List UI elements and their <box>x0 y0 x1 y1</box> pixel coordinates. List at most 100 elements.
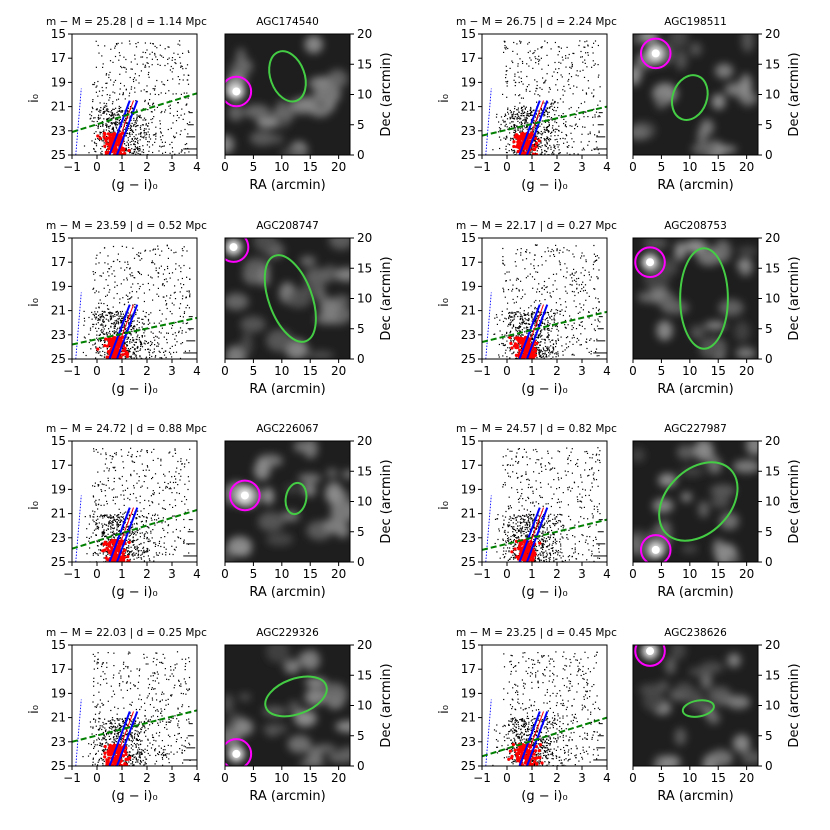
star-point <box>89 516 91 518</box>
star-point <box>94 501 96 503</box>
star-point <box>109 345 111 347</box>
star-point <box>516 152 518 154</box>
star-point <box>123 494 125 496</box>
star-point <box>530 106 532 109</box>
star-point <box>593 95 595 97</box>
star-point <box>97 319 99 321</box>
star-point <box>89 547 91 549</box>
star-point <box>591 323 593 325</box>
star-point <box>551 351 553 353</box>
star-point <box>564 90 566 92</box>
star-point <box>98 114 100 116</box>
star-point <box>506 340 508 342</box>
star-point <box>113 496 115 498</box>
star-point <box>593 64 595 66</box>
star-point <box>175 120 178 122</box>
star-point <box>96 515 99 518</box>
star-point <box>102 66 104 68</box>
star-point <box>122 93 124 95</box>
star-point <box>521 111 524 113</box>
star-point <box>124 303 126 305</box>
star-point <box>584 59 586 61</box>
star-point <box>134 73 136 75</box>
star-point <box>147 73 149 76</box>
star-point <box>94 311 96 313</box>
star-point <box>138 327 140 329</box>
map-plot-area <box>225 34 350 155</box>
map-x-tick-label: 5 <box>250 160 258 174</box>
density-blob <box>253 238 277 253</box>
star-point <box>95 357 97 359</box>
star-point <box>570 318 572 320</box>
star-point <box>119 311 121 313</box>
star-point <box>534 93 536 95</box>
star-point <box>540 350 542 352</box>
star-point <box>509 109 511 112</box>
star-point <box>511 114 513 116</box>
star-point <box>536 323 538 325</box>
star-point <box>551 119 553 121</box>
cmd-x-tick-label: 2 <box>143 160 151 174</box>
cmd-y-tick-label: 19 <box>461 75 476 89</box>
star-point <box>498 356 500 358</box>
star-point <box>541 351 543 353</box>
map-y-tick-label: 15 <box>357 261 372 275</box>
cmd-y-tick-label: 15 <box>51 27 66 41</box>
star-point <box>520 115 522 117</box>
cmd-x-tick-label: 0 <box>93 160 101 174</box>
star-point <box>137 538 139 540</box>
star-point <box>109 312 111 314</box>
star-point <box>502 338 504 340</box>
star-point <box>171 545 173 547</box>
star-point <box>103 106 105 108</box>
star-point <box>111 128 113 131</box>
star-point <box>557 102 559 104</box>
star-point <box>124 269 126 271</box>
star-point <box>564 125 566 127</box>
star-point <box>524 117 526 119</box>
star-point <box>127 263 129 265</box>
star-point <box>585 52 587 54</box>
star-point <box>516 53 518 55</box>
star-point <box>131 272 133 274</box>
star-point <box>552 250 555 252</box>
star-point <box>166 303 168 305</box>
star-point <box>162 296 164 298</box>
star-point <box>140 486 142 488</box>
star-point <box>550 345 552 347</box>
star-point <box>527 126 529 128</box>
star-point <box>132 275 134 277</box>
star-point <box>186 92 188 94</box>
star-point <box>521 315 523 317</box>
star-point <box>543 280 546 283</box>
star-point <box>117 42 119 44</box>
star-point <box>184 483 186 485</box>
star-point <box>545 110 547 112</box>
map-y-tick-label: 10 <box>357 88 372 102</box>
star-point <box>508 312 510 314</box>
star-point <box>175 519 177 521</box>
isochrone-red <box>112 304 134 359</box>
cmd-x-tick-label: −1 <box>473 364 491 378</box>
star-point <box>126 338 128 340</box>
star-point <box>135 356 137 358</box>
star-point <box>102 314 104 316</box>
star-point <box>106 113 108 115</box>
star-point <box>522 109 524 111</box>
star-point <box>98 484 100 486</box>
star-point <box>113 260 115 262</box>
star-point <box>507 302 509 304</box>
star-point <box>145 357 147 359</box>
star-point <box>538 55 540 57</box>
star-point <box>137 317 139 319</box>
star-point <box>538 291 541 293</box>
star-point <box>109 60 112 62</box>
star-point <box>520 123 522 126</box>
star-point <box>526 112 528 114</box>
star-point <box>174 62 176 64</box>
star-point <box>154 514 156 517</box>
star-point <box>97 125 99 127</box>
star-point <box>550 148 552 150</box>
star-point <box>587 80 589 82</box>
star-point <box>521 334 523 336</box>
